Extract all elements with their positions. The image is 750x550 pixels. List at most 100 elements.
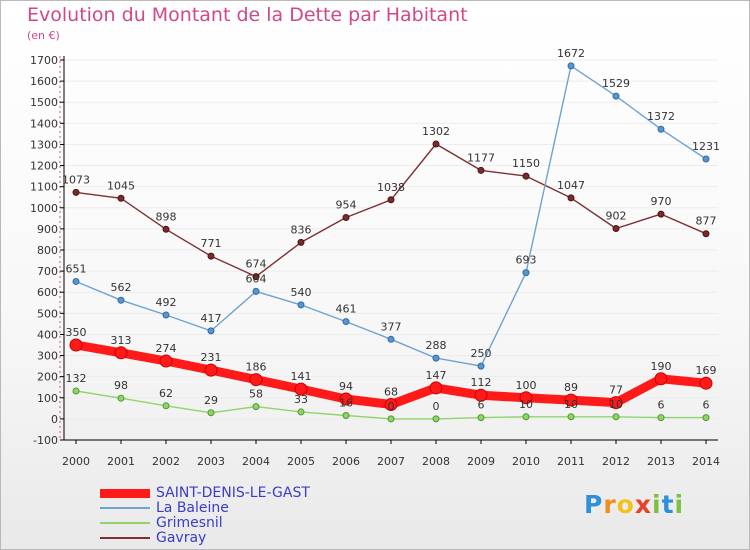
y-tick-label: 900	[37, 223, 58, 236]
data-label: 98	[114, 379, 128, 392]
data-label: 77	[609, 384, 623, 397]
data-point	[117, 194, 125, 202]
data-point	[297, 301, 305, 309]
data-point	[342, 318, 350, 326]
data-label: 100	[516, 379, 537, 392]
x-tick-label: 2000	[62, 455, 90, 468]
chart-grid	[64, 59, 718, 441]
data-label: 313	[111, 334, 132, 347]
y-tick-label: 500	[37, 307, 58, 320]
chart-unit-label: (en €)	[27, 29, 60, 42]
data-point	[207, 327, 215, 335]
data-point	[387, 335, 395, 343]
data-point	[429, 381, 443, 395]
data-point	[384, 398, 398, 412]
data-label: 1045	[107, 179, 135, 192]
data-label: 902	[606, 209, 627, 222]
legend-item: Grimesnil	[100, 515, 400, 531]
y-tick-label: 1400	[30, 117, 58, 130]
data-point	[294, 382, 308, 396]
legend-label: Grimesnil	[156, 515, 223, 531]
data-label: 461	[336, 303, 357, 316]
y-tick-label: 300	[37, 350, 58, 363]
data-point	[702, 155, 710, 163]
data-point	[342, 213, 350, 221]
data-label: 112	[471, 376, 492, 389]
data-point	[162, 225, 170, 233]
series-0	[69, 338, 713, 412]
data-label: 6	[703, 399, 710, 412]
legend-item: Gavray	[100, 530, 400, 546]
data-label: 169	[696, 364, 717, 377]
data-label: 231	[201, 351, 222, 364]
legend-swatch	[100, 522, 150, 524]
data-label: 288	[426, 339, 447, 352]
y-tick-label: 100	[37, 392, 58, 405]
data-label: 132	[66, 372, 87, 385]
data-label: 540	[291, 286, 312, 299]
data-point	[249, 373, 263, 387]
logo-letter: i	[674, 490, 685, 519]
x-tick-label: 2013	[647, 455, 675, 468]
data-point	[702, 230, 710, 238]
x-tick-label: 2014	[692, 455, 720, 468]
chart-title: Evolution du Montant de la Dette par Hab…	[27, 4, 468, 26]
data-point	[657, 414, 665, 422]
data-label: 10	[564, 398, 578, 411]
data-label: 562	[111, 281, 132, 294]
data-point	[474, 388, 488, 402]
data-point	[702, 414, 710, 422]
legend-label: Gavray	[156, 530, 207, 546]
data-point	[387, 415, 395, 423]
chart-series	[69, 62, 713, 423]
legend-swatch	[100, 537, 150, 539]
proxiti-logo: Proxiti	[584, 490, 684, 519]
x-tick-label: 2006	[332, 455, 360, 468]
y-tick-label: 700	[37, 265, 58, 278]
data-point	[432, 354, 440, 362]
data-point	[519, 391, 533, 405]
data-point	[522, 172, 530, 180]
y-tick-label: 0	[51, 413, 58, 426]
data-label: 1672	[557, 47, 585, 60]
data-label: 0	[388, 400, 395, 413]
y-tick-label: 200	[37, 371, 58, 384]
data-label: 10	[609, 398, 623, 411]
data-point	[114, 346, 128, 360]
logo-letter: r	[603, 490, 617, 519]
y-tick-label: 600	[37, 286, 58, 299]
x-tick-label: 2001	[107, 455, 135, 468]
data-label: 58	[249, 388, 263, 401]
data-label: 954	[336, 198, 357, 211]
data-point	[477, 166, 485, 174]
data-label: 350	[66, 326, 87, 339]
data-point	[117, 394, 125, 402]
data-point	[72, 277, 80, 285]
x-tick-label: 2010	[512, 455, 540, 468]
legend-swatch	[100, 488, 150, 498]
data-point	[207, 252, 215, 260]
x-tick-label: 2003	[197, 455, 225, 468]
data-point	[69, 338, 83, 352]
logo-letter: i	[652, 490, 662, 519]
y-tick-label: 1200	[30, 160, 58, 173]
data-label: 1047	[557, 179, 585, 192]
x-tick-label: 2009	[467, 455, 495, 468]
data-point	[477, 414, 485, 422]
data-point	[612, 224, 620, 232]
data-point	[609, 396, 623, 410]
legend-item: SAINT-DENIS-LE-GAST	[100, 485, 400, 501]
y-tick-label: 1700	[30, 54, 58, 67]
data-point	[567, 413, 575, 421]
data-point	[252, 273, 260, 281]
y-tick-label: 1500	[30, 96, 58, 109]
data-point	[657, 125, 665, 133]
data-label: 190	[651, 360, 672, 373]
data-point	[564, 393, 578, 407]
data-label: 6	[478, 399, 485, 412]
y-tick-label: 1300	[30, 138, 58, 151]
data-point	[432, 140, 440, 148]
data-label: 674	[246, 258, 267, 271]
data-label: 10	[519, 398, 533, 411]
